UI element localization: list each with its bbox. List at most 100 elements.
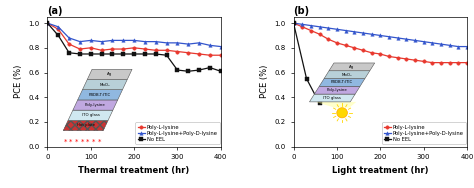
Poly-L-lysine	[99, 49, 104, 51]
Poly-L-lysine	[412, 59, 418, 61]
No EEL	[88, 53, 93, 55]
Legend: Poly-L-lysine, Poly-L-lysine+Poly-D-lysine, No EEL: Poly-L-lysine, Poly-L-lysine+Poly-D-lysi…	[382, 122, 466, 144]
Poly-L-lysine	[317, 33, 322, 35]
Poly-L-lysine	[164, 49, 169, 51]
Line: Poly-L-lysine+Poly-D-lysine: Poly-L-lysine+Poly-D-lysine	[292, 21, 469, 48]
No EEL	[109, 53, 115, 55]
Poly-L-lysine+Poly-D-lysine	[291, 22, 296, 24]
Poly-L-lysine+Poly-D-lysine	[131, 39, 137, 42]
No EEL	[291, 22, 296, 24]
Poly-L-lysine+Poly-D-lysine	[412, 39, 418, 42]
No EEL	[317, 102, 322, 105]
Poly-L-lysine	[142, 48, 148, 50]
Poly-L-lysine	[360, 49, 366, 51]
Poly-L-lysine	[456, 61, 461, 64]
Poly-L-lysine	[351, 47, 357, 49]
Poly-L-lysine	[447, 61, 452, 64]
Poly-L-lysine+Poly-D-lysine	[386, 36, 392, 38]
Poly-L-lysine	[88, 47, 93, 49]
No EEL	[304, 78, 310, 80]
Poly-L-lysine+Poly-D-lysine	[377, 34, 383, 37]
No EEL	[142, 53, 148, 55]
Poly-L-lysine+Poly-D-lysine	[403, 38, 409, 40]
No EEL	[55, 34, 61, 37]
No EEL	[77, 53, 83, 55]
Poly-L-lysine+Poly-D-lysine	[55, 26, 61, 28]
Poly-L-lysine+Poly-D-lysine	[369, 33, 374, 35]
Line: No EEL: No EEL	[46, 21, 222, 73]
Y-axis label: PCE (%): PCE (%)	[14, 65, 23, 99]
Poly-L-lysine	[429, 61, 435, 64]
Poly-L-lysine	[196, 53, 202, 55]
No EEL	[120, 53, 126, 55]
No EEL	[45, 22, 50, 24]
Poly-L-lysine+Poly-D-lysine	[207, 44, 213, 46]
No EEL	[218, 70, 224, 72]
Poly-L-lysine+Poly-D-lysine	[395, 37, 401, 39]
Poly-L-lysine+Poly-D-lysine	[196, 42, 202, 44]
Poly-L-lysine	[291, 22, 296, 24]
Poly-L-lysine	[55, 28, 61, 30]
Poly-L-lysine+Poly-D-lysine	[343, 29, 348, 32]
Legend: Poly-L-lysine, Poly-L-lysine+Poly-D-lysine, No EEL: Poly-L-lysine, Poly-L-lysine+Poly-D-lysi…	[136, 122, 219, 144]
Poly-L-lysine+Poly-D-lysine	[334, 28, 340, 30]
Poly-L-lysine	[120, 48, 126, 50]
Y-axis label: PCE (%): PCE (%)	[260, 65, 269, 99]
Poly-L-lysine+Poly-D-lysine	[174, 42, 180, 44]
Poly-L-lysine	[395, 57, 401, 59]
Poly-L-lysine+Poly-D-lysine	[45, 22, 50, 24]
Poly-L-lysine	[174, 50, 180, 53]
Poly-L-lysine	[66, 43, 72, 45]
Poly-L-lysine	[464, 61, 470, 64]
Poly-L-lysine	[403, 58, 409, 60]
No EEL	[196, 69, 202, 71]
Poly-L-lysine	[207, 54, 213, 56]
Text: (a): (a)	[47, 6, 63, 16]
Poly-L-lysine+Poly-D-lysine	[66, 37, 72, 39]
No EEL	[207, 66, 213, 69]
Text: (b): (b)	[293, 6, 310, 16]
Line: Poly-L-lysine+Poly-D-lysine: Poly-L-lysine+Poly-D-lysine	[46, 21, 222, 48]
Poly-L-lysine+Poly-D-lysine	[429, 42, 435, 44]
Poly-L-lysine	[300, 26, 305, 28]
Poly-L-lysine+Poly-D-lysine	[99, 40, 104, 43]
Line: No EEL: No EEL	[292, 21, 321, 105]
Poly-L-lysine+Poly-D-lysine	[120, 39, 126, 42]
Poly-L-lysine	[131, 47, 137, 49]
Poly-L-lysine	[153, 49, 159, 51]
Poly-L-lysine+Poly-D-lysine	[142, 40, 148, 43]
Poly-L-lysine+Poly-D-lysine	[109, 39, 115, 42]
No EEL	[131, 53, 137, 55]
Poly-L-lysine	[377, 53, 383, 55]
Poly-L-lysine	[45, 22, 50, 24]
Poly-L-lysine+Poly-D-lysine	[360, 32, 366, 34]
Poly-L-lysine+Poly-D-lysine	[317, 26, 322, 28]
Poly-L-lysine	[343, 44, 348, 46]
Poly-L-lysine	[334, 42, 340, 44]
Poly-L-lysine+Poly-D-lysine	[456, 45, 461, 48]
Poly-L-lysine+Poly-D-lysine	[308, 24, 314, 27]
Poly-L-lysine+Poly-D-lysine	[77, 40, 83, 43]
Poly-L-lysine+Poly-D-lysine	[300, 23, 305, 25]
Poly-L-lysine+Poly-D-lysine	[88, 39, 93, 42]
Poly-L-lysine+Poly-D-lysine	[164, 42, 169, 44]
X-axis label: Thermal treatment (hr): Thermal treatment (hr)	[78, 166, 190, 175]
Poly-L-lysine+Poly-D-lysine	[351, 31, 357, 33]
Poly-L-lysine+Poly-D-lysine	[185, 43, 191, 45]
X-axis label: Light treatment (hr): Light treatment (hr)	[332, 166, 428, 175]
No EEL	[153, 53, 159, 55]
Poly-L-lysine	[325, 38, 331, 40]
Poly-L-lysine	[369, 52, 374, 54]
Poly-L-lysine+Poly-D-lysine	[464, 45, 470, 48]
Poly-L-lysine+Poly-D-lysine	[421, 40, 427, 43]
No EEL	[185, 70, 191, 72]
Poly-L-lysine	[386, 55, 392, 58]
No EEL	[99, 53, 104, 55]
Poly-L-lysine	[218, 54, 224, 56]
Poly-L-lysine+Poly-D-lysine	[447, 44, 452, 46]
Poly-L-lysine	[308, 29, 314, 32]
Poly-L-lysine	[77, 48, 83, 50]
Line: Poly-L-lysine: Poly-L-lysine	[46, 21, 222, 57]
Poly-L-lysine+Poly-D-lysine	[438, 43, 444, 45]
Line: Poly-L-lysine: Poly-L-lysine	[292, 21, 469, 64]
